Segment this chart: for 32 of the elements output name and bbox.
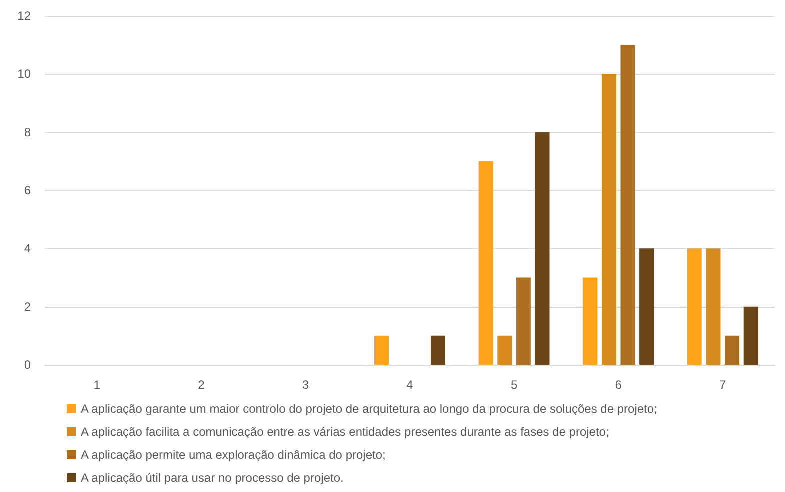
x-tick-label: 2 <box>198 378 206 392</box>
x-tick-label: 5 <box>510 378 518 392</box>
bar <box>706 248 721 365</box>
bar <box>430 336 446 365</box>
x-tick-label: 1 <box>94 378 101 392</box>
bar <box>374 336 390 365</box>
y-tick-label: 12 <box>18 9 32 23</box>
bar <box>744 306 758 365</box>
y-tick-label: 4 <box>24 242 32 256</box>
bar <box>583 278 598 365</box>
y-tick-label: 0 <box>24 358 32 372</box>
legend-label: A aplicação permite uma exploração dinâmica do projeto; <box>81 448 386 462</box>
bar <box>478 161 494 365</box>
y-tick-label: 6 <box>24 184 32 198</box>
y-tick-label: 2 <box>24 300 32 314</box>
bar <box>602 74 616 365</box>
x-tick-label: 4 <box>406 378 414 392</box>
x-tick-label: 6 <box>615 378 622 392</box>
bar <box>687 248 702 365</box>
bar <box>620 45 636 365</box>
bar <box>725 336 740 365</box>
legend-label: A aplicação facilita a comunicação entre as várias entidades presentes durante as fases de projeto; <box>81 425 610 439</box>
x-tick-label: 3 <box>302 378 310 392</box>
legend-label: A aplicação garante um maior controlo do projeto de arquitetura ao longo da procura de soluções de projeto; <box>81 402 658 416</box>
y-tick-label: 8 <box>24 125 32 140</box>
x-tick-label: 7 <box>720 378 727 392</box>
bar <box>535 132 550 365</box>
bar <box>516 278 531 365</box>
legend-label: A aplicação útil para usar no processo de projeto. <box>81 471 344 485</box>
bar <box>498 336 512 365</box>
bar <box>640 248 654 365</box>
y-tick-label: 10 <box>18 67 32 82</box>
